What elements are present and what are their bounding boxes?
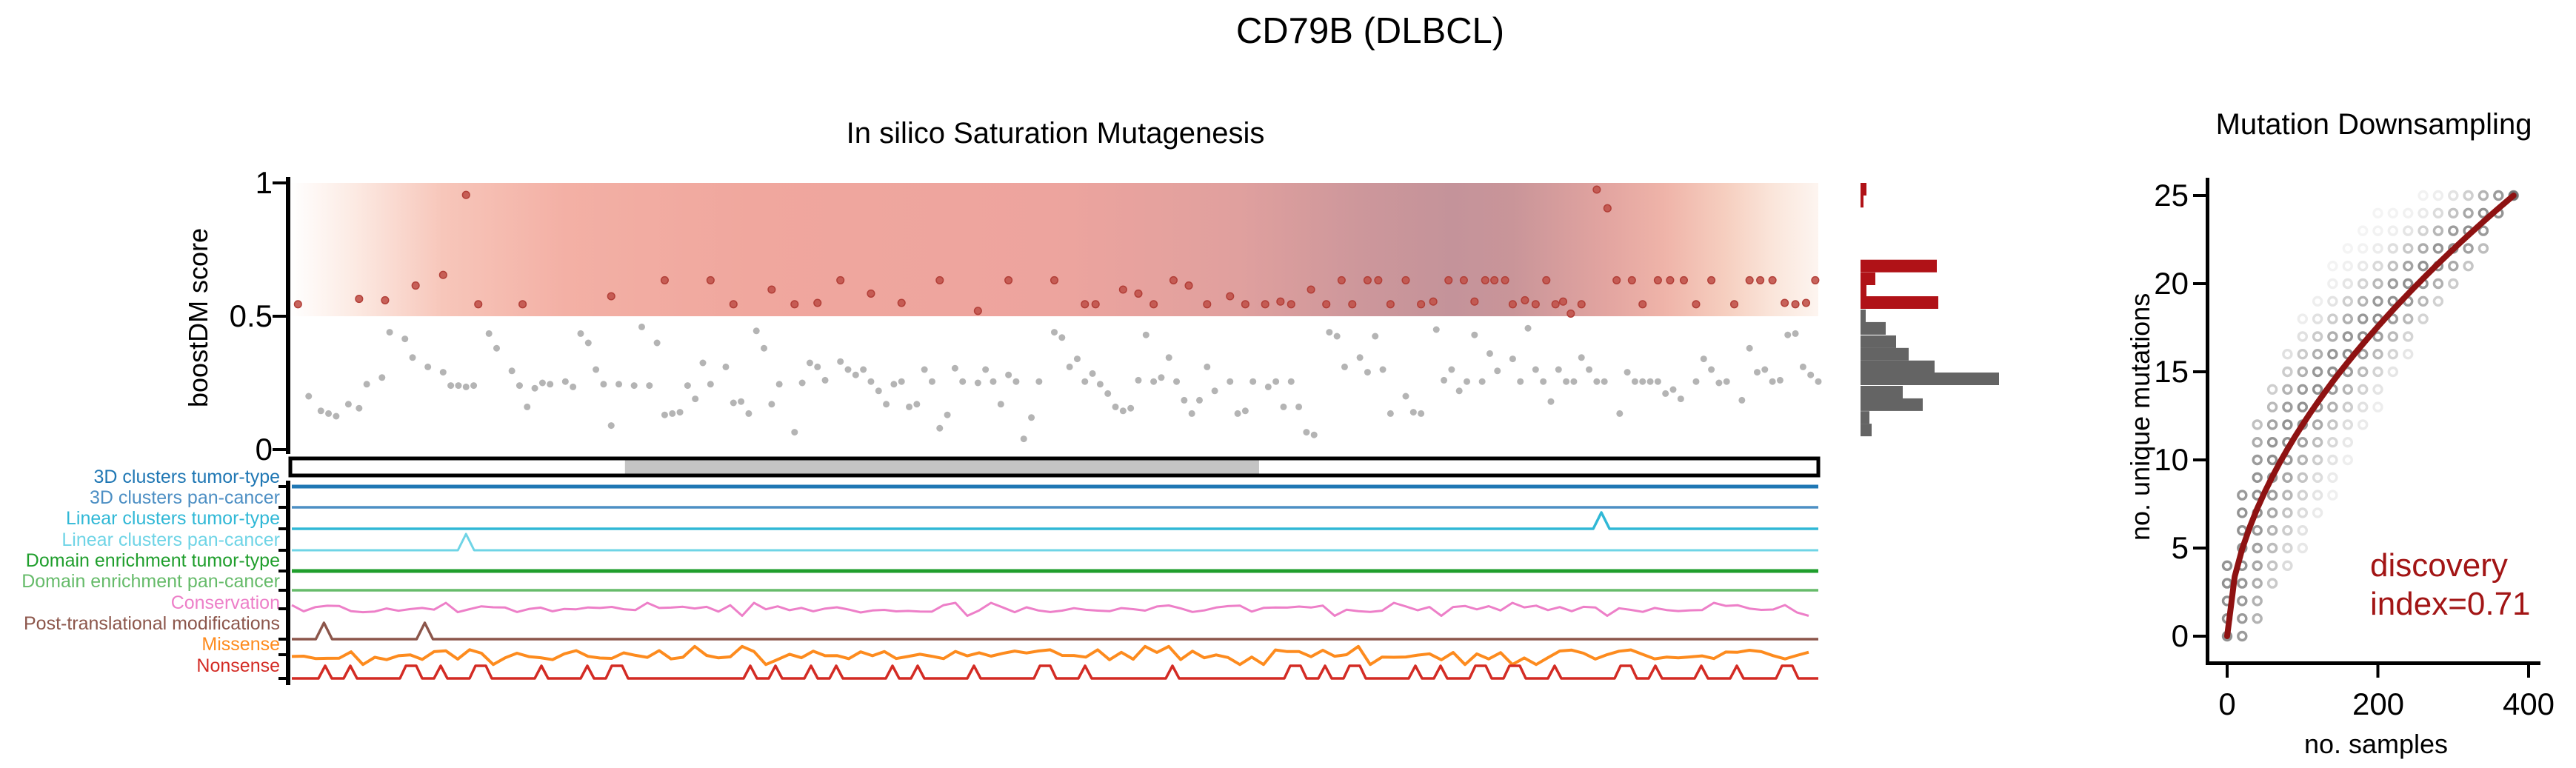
discovery-index-line1: discovery xyxy=(2370,547,2508,584)
track-label-nonsense: Nonsense xyxy=(196,655,280,676)
y-tick-0: 0 xyxy=(255,432,273,467)
ds-ytick-20: 20 xyxy=(2154,266,2189,301)
ds-xtick-400: 400 xyxy=(2502,687,2555,721)
discovery-index-annotation: discovery index=0.71 xyxy=(2370,547,2531,624)
ds-ytick-5: 5 xyxy=(2171,530,2189,565)
track-label-linear-clusters-tumor-type: Linear clusters tumor-type xyxy=(65,508,280,529)
saturation-panel-title: In silico Saturation Mutagenesis xyxy=(846,117,1265,150)
track-label-linear-clusters-pan-cancer: Linear clusters pan-cancer xyxy=(61,530,280,550)
samples-axis-label: no. samples xyxy=(2303,729,2449,759)
track-label-missense: Missense xyxy=(201,634,280,655)
figure-title: CD79B (DLBCL) xyxy=(1235,11,1505,51)
track-label-post-translational-modifications: Post-translational modifications xyxy=(24,613,280,634)
ds-ytick-10: 10 xyxy=(2154,442,2189,477)
ds-xtick-200: 200 xyxy=(2352,687,2405,721)
ds-ytick-25: 25 xyxy=(2154,178,2189,213)
track-label-conservation: Conservation xyxy=(170,592,280,613)
track-label-3d-clusters-pan-cancer: 3D clusters pan-cancer xyxy=(89,487,280,508)
y-tick-0p5: 0.5 xyxy=(229,298,273,333)
ds-ytick-0: 0 xyxy=(2171,618,2189,653)
track-label-domain-enrichment-pan-cancer: Domain enrichment pan-cancer xyxy=(21,571,280,592)
ds-ytick-15: 15 xyxy=(2154,354,2189,389)
track-label-domain-enrichment-tumor-type: Domain enrichment tumor-type xyxy=(25,550,280,571)
ds-xtick-0: 0 xyxy=(2218,687,2236,721)
downsampling-panel-title: Mutation Downsampling xyxy=(2215,108,2532,141)
y-tick-1: 1 xyxy=(255,165,273,200)
track-label-3d-clusters-tumor-type: 3D clusters tumor-type xyxy=(93,467,280,487)
discovery-index-line2: index=0.71 xyxy=(2370,586,2531,622)
